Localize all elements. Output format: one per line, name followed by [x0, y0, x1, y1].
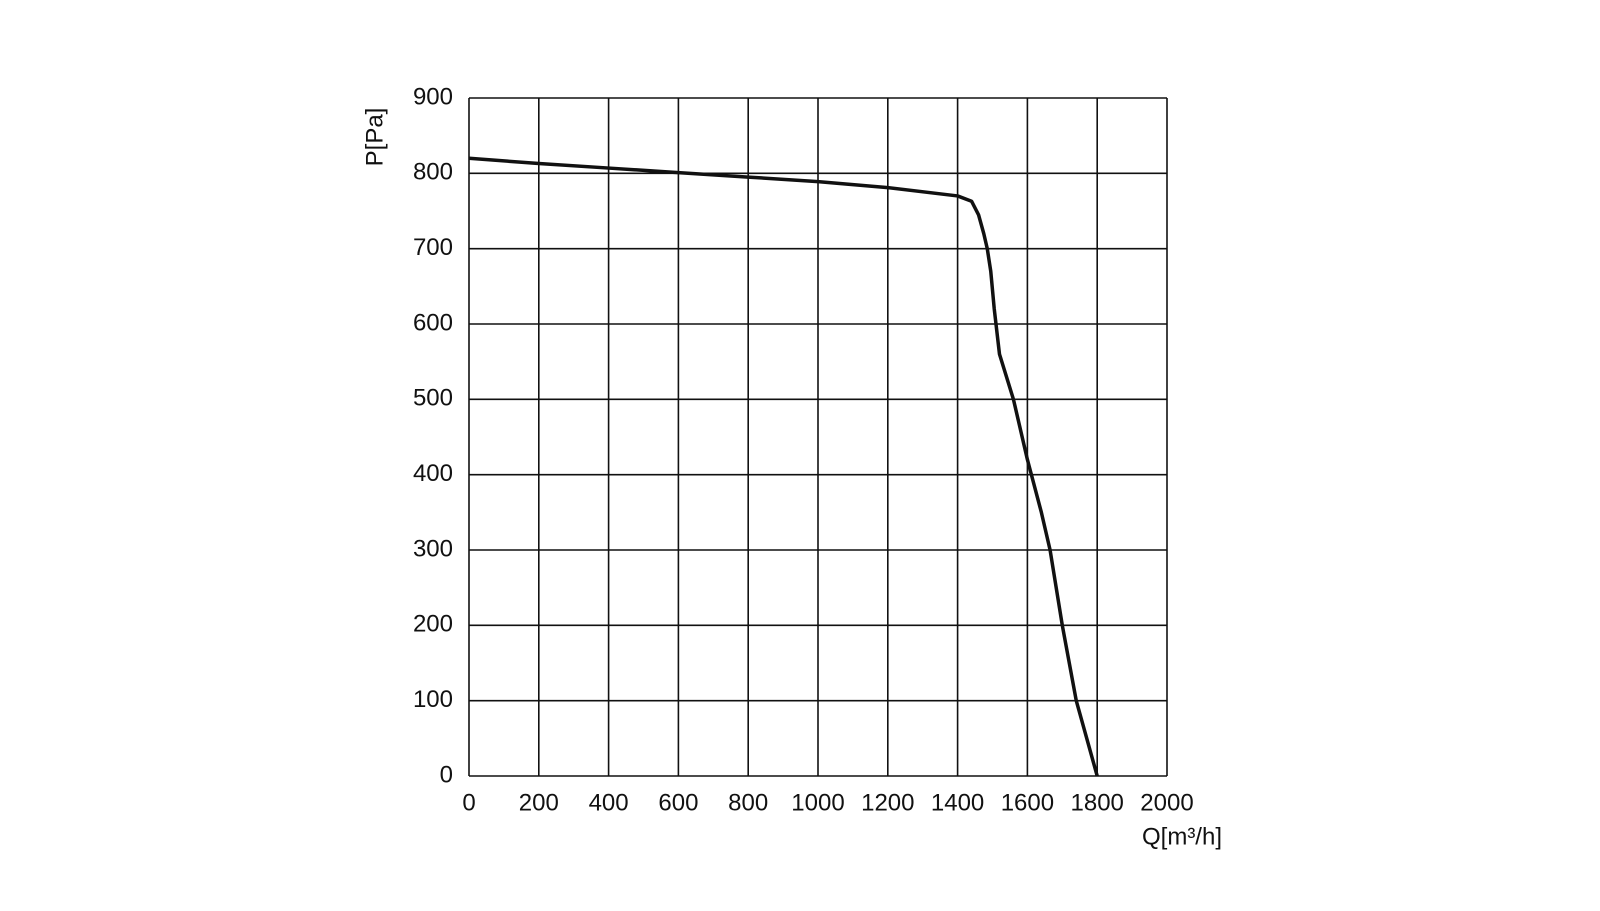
y-axis-label: P[Pa] [361, 108, 388, 167]
x-tick-label: 400 [589, 789, 629, 816]
y-tick-label: 400 [413, 460, 453, 487]
y-tick-label: 200 [413, 611, 453, 638]
x-tick-label: 1400 [931, 789, 984, 816]
x-tick-label: 200 [519, 789, 559, 816]
x-tick-label: 2000 [1140, 789, 1193, 816]
y-tick-label: 500 [413, 385, 453, 412]
x-tick-label: 800 [728, 789, 768, 816]
y-tick-label: 800 [413, 159, 453, 186]
x-tick-label: 600 [658, 789, 698, 816]
x-tick-label: 1000 [791, 789, 844, 816]
y-tick-label: 0 [440, 761, 453, 788]
y-tick-label: 600 [413, 309, 453, 336]
x-tick-label: 1200 [861, 789, 914, 816]
y-tick-label: 100 [413, 686, 453, 713]
x-axis-label: Q[m³/h] [1142, 823, 1222, 850]
x-tick-label: 0 [462, 789, 475, 816]
curve [468, 156, 1099, 777]
y-tick-label: 900 [413, 83, 453, 110]
x-tick-label: 1800 [1071, 789, 1124, 816]
y-tick-label: 700 [413, 234, 453, 261]
y-tick-label: 300 [413, 535, 453, 562]
x-tick-label: 1600 [1001, 789, 1054, 816]
